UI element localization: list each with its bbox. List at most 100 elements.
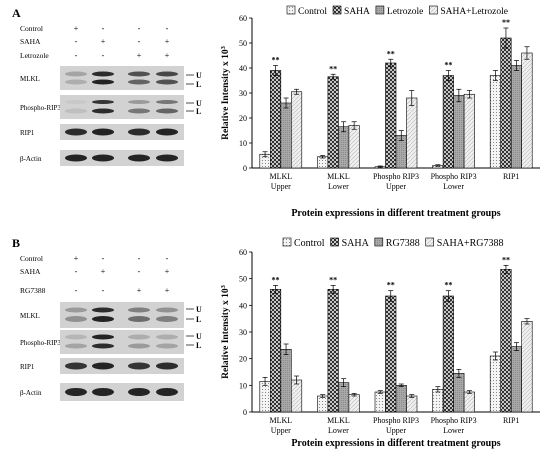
blot-band — [128, 71, 150, 77]
blot-strip — [60, 95, 184, 119]
x-tick-label: MLKL — [269, 172, 292, 181]
x-tick-label: Lower — [443, 426, 464, 435]
protein-label: RIP1 — [20, 363, 35, 371]
treatment-sign: - — [102, 51, 105, 60]
legend-label: SAHA+Letrozole — [440, 7, 508, 17]
protein-label: MLKL — [20, 75, 40, 83]
blot-band — [128, 307, 150, 313]
significance-marker: ** — [502, 255, 510, 264]
bar — [406, 395, 418, 413]
y-tick-label: 30 — [239, 328, 247, 337]
y-axis-label: Relative Intensity x 103 — [220, 45, 232, 140]
bar — [385, 295, 397, 413]
y-tick-label: 50 — [239, 39, 247, 48]
blot-band — [92, 388, 114, 396]
bar — [432, 389, 444, 413]
bar-chart-a: Control SAHA Letrozole SAHA+Letrozole 0 10 20 3… — [220, 5, 540, 219]
blot-band — [65, 334, 87, 340]
blot-band — [156, 154, 178, 162]
blot-strip — [60, 66, 184, 90]
protein-label: Phospho-RIP3 — [20, 104, 61, 112]
bar — [385, 62, 397, 169]
legend-label: Letrozole — [387, 7, 423, 17]
blot-band — [128, 108, 150, 114]
legend-swatch — [375, 5, 385, 15]
bar — [270, 289, 282, 413]
protein-label: Phospho-RIP3 — [20, 339, 61, 347]
treatment-label: SAHA — [20, 37, 41, 46]
blot-band — [92, 307, 114, 313]
blot-band — [156, 128, 178, 136]
x-tick-label: Upper — [271, 426, 291, 435]
blot-band — [128, 362, 150, 370]
y-tick-label: 40 — [239, 64, 247, 73]
legend-label: SAHA — [344, 7, 370, 17]
blot-band — [65, 108, 87, 114]
legend-swatch — [374, 237, 384, 247]
significance-marker: ** — [387, 49, 395, 58]
treatment-sign: - — [138, 254, 141, 263]
x-tick-label: Lower — [328, 182, 349, 191]
protein-label: β-Actin — [20, 389, 42, 397]
legend-swatch — [286, 5, 296, 15]
x-tick-label: Phospho RIP3 — [373, 416, 419, 425]
treatment-sign: - — [138, 24, 141, 33]
x-tick-label: MLKL — [327, 416, 350, 425]
blot-band — [156, 307, 178, 313]
legend-swatch — [332, 5, 342, 15]
bar — [489, 75, 502, 169]
treatment-sign: + — [101, 37, 106, 46]
bar — [327, 76, 339, 169]
bar — [510, 65, 523, 169]
bar — [374, 391, 386, 413]
blot-band — [65, 362, 87, 370]
blot-band — [92, 362, 114, 370]
legend-label: Control — [298, 7, 327, 17]
panel-a-letter: A — [12, 6, 21, 20]
treatment-label: SAHA — [20, 267, 41, 276]
treatment-sign: - — [75, 267, 78, 276]
bar — [291, 379, 303, 413]
treatment-sign: - — [75, 286, 78, 295]
x-axis-label: Protein expressions in different treatme… — [291, 208, 500, 219]
blot-strip — [60, 124, 184, 140]
blot-band — [92, 343, 114, 349]
x-tick-label: Lower — [443, 182, 464, 191]
y-tick-label: 20 — [239, 114, 247, 123]
significance-marker: ** — [502, 18, 510, 27]
x-tick-label: RIP1 — [503, 416, 519, 425]
x-tick-label: MLKL — [269, 416, 292, 425]
blot-band — [65, 343, 87, 349]
bar — [453, 373, 465, 413]
treatment-sign: - — [75, 37, 78, 46]
bar — [489, 355, 502, 413]
y-tick-label: 20 — [239, 355, 247, 364]
significance-marker: ** — [444, 61, 452, 70]
legend-swatch — [425, 237, 435, 247]
legend-label: Control — [294, 238, 325, 249]
blot-band — [92, 71, 114, 77]
blot-band — [92, 108, 114, 114]
protein-label: RIP1 — [20, 129, 35, 137]
blot-band — [92, 79, 114, 85]
blot-band — [128, 388, 150, 396]
legend-label: SAHA+RG7388 — [437, 238, 504, 249]
bar — [280, 102, 292, 169]
blot-band — [92, 128, 114, 136]
x-tick-label: Upper — [386, 182, 406, 191]
blot-band — [128, 79, 150, 85]
treatment-sign: - — [102, 254, 105, 263]
bar-chart-b: Control SAHA RG7388 SAHA+RG7388 0 10 20 30 40 50 6… — [220, 237, 540, 449]
bar — [280, 349, 292, 413]
blot-band — [156, 316, 178, 322]
treatment-sign: - — [166, 24, 169, 33]
bar — [259, 381, 271, 413]
x-tick-label: Phospho RIP3 — [373, 172, 419, 181]
bar — [317, 395, 329, 413]
treatment-sign: + — [137, 286, 142, 295]
y-axis-label: Relative Intensity x 103 — [220, 284, 232, 379]
bar — [521, 321, 533, 413]
treatment-sign: - — [166, 254, 169, 263]
bar — [291, 91, 303, 169]
significance-marker: ** — [444, 281, 452, 290]
